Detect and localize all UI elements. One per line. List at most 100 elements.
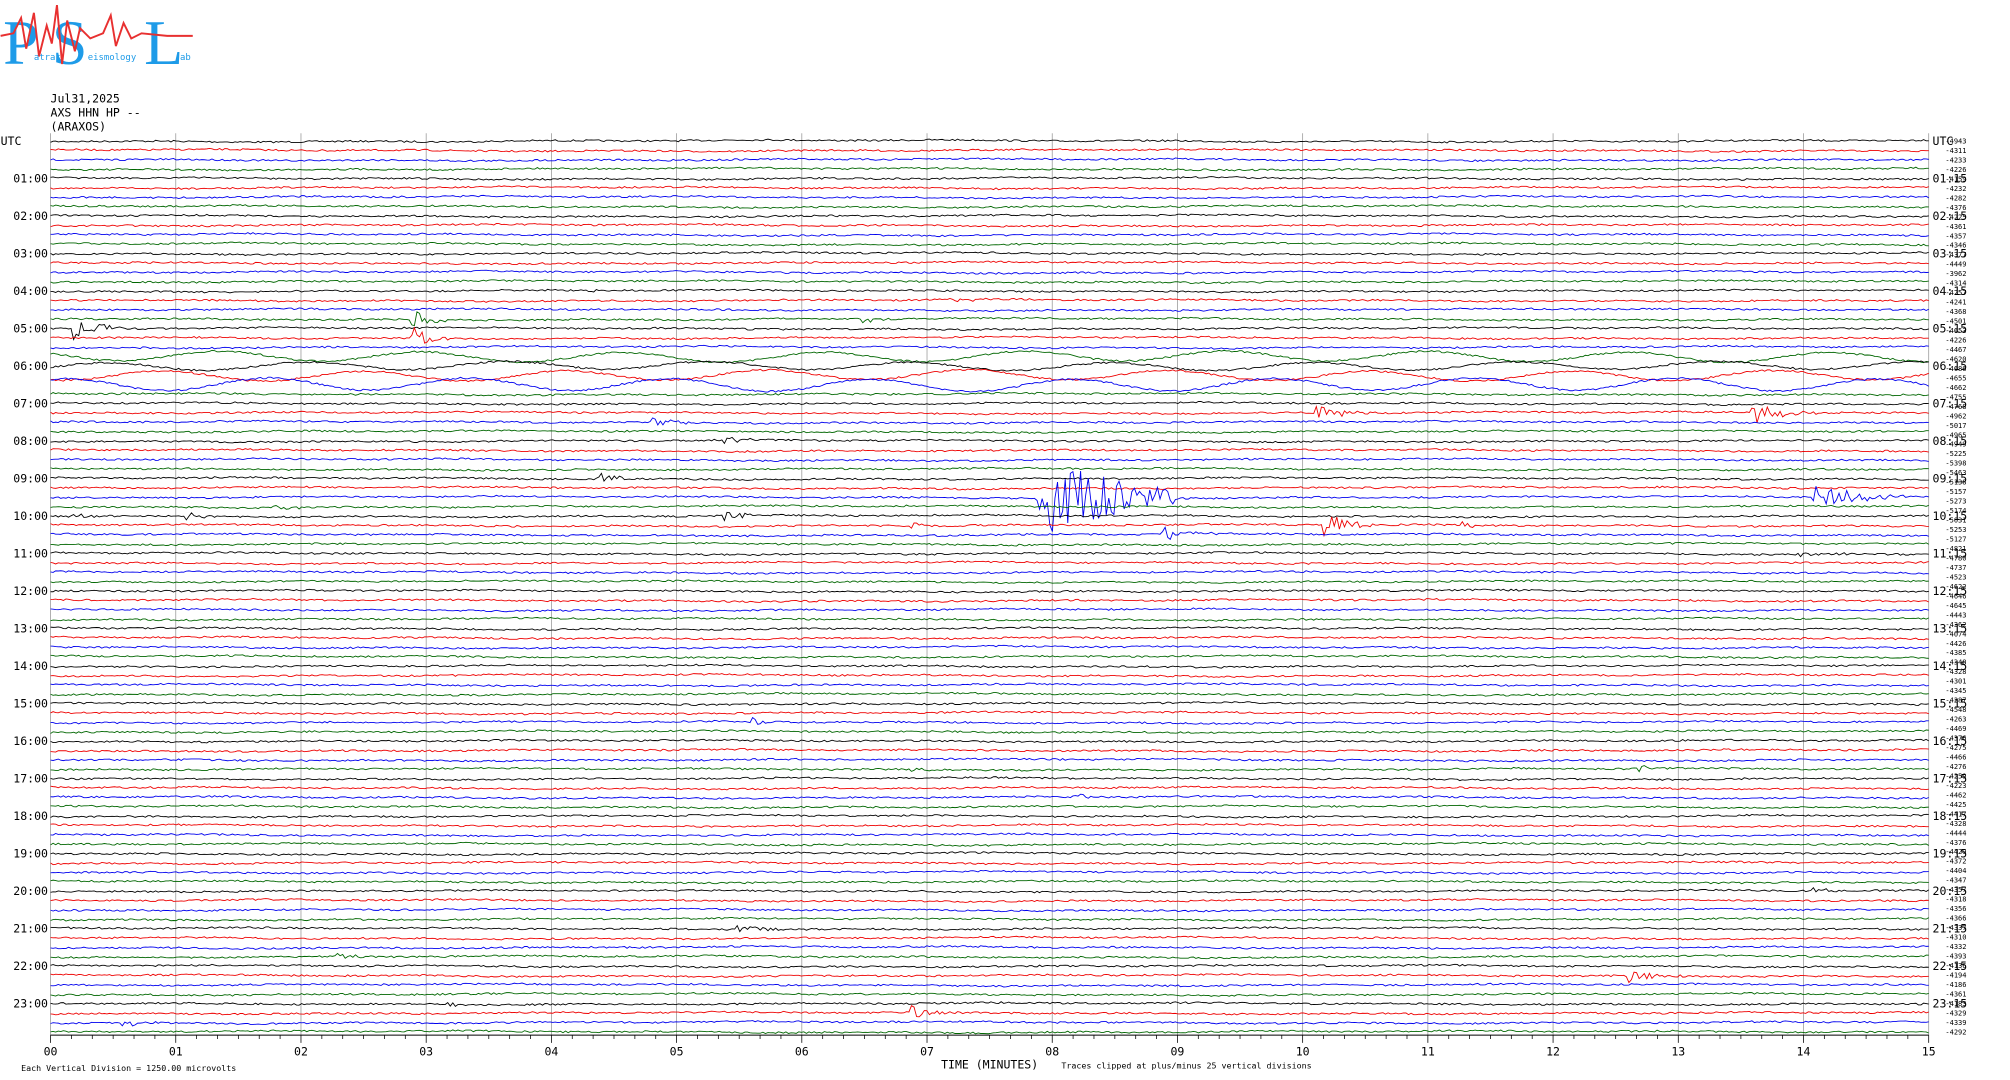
trace — [50, 832, 1929, 838]
trace-offset: -4314 — [1945, 279, 1966, 288]
trace — [50, 391, 1929, 397]
clip-note: Traces clipped at plus/minus 25 vertical… — [1061, 1060, 1311, 1070]
trace-offset: -4376 — [1945, 203, 1966, 212]
trace — [50, 504, 1929, 510]
x-tick-label: 11 — [1421, 1045, 1435, 1059]
hour-label-right: 23:15 — [1933, 997, 1968, 1011]
trace — [50, 879, 1929, 885]
trace-offset: -4233 — [1945, 155, 1966, 164]
hour-label-right: 03:15 — [1933, 246, 1968, 260]
trace — [50, 368, 1929, 383]
trace — [50, 360, 1929, 372]
hour-label: 10:00 — [13, 509, 48, 523]
trace — [50, 626, 1929, 632]
trace-offset: -5273 — [1945, 497, 1966, 506]
trace-offset: -4965 — [1945, 430, 1966, 439]
hour-label: 02:00 — [13, 209, 48, 223]
x-tick-label: 00 — [44, 1045, 58, 1059]
trace-offset: -4276 — [1945, 762, 1966, 771]
trace — [50, 663, 1929, 669]
station: (ARAXOS) — [51, 120, 106, 134]
trace-offset: -4655 — [1945, 373, 1966, 382]
hour-label-right: 16:15 — [1933, 734, 1968, 748]
trace — [50, 376, 1929, 393]
trace-offset: -4949 — [1945, 440, 1966, 449]
hour-label: 03:00 — [13, 246, 48, 260]
hour-label-right: 02:15 — [1933, 209, 1968, 223]
trace — [50, 579, 1929, 585]
trace-offset: -3962 — [1945, 269, 1966, 278]
trace — [50, 472, 1929, 482]
hour-label-right: 20:15 — [1933, 884, 1968, 898]
hour-label: 11:00 — [13, 546, 48, 560]
trace-offset: -4368 — [1945, 307, 1966, 316]
trace-offset: -4074 — [1945, 629, 1966, 638]
x-tick-label: 02 — [294, 1045, 308, 1059]
trace — [50, 307, 1929, 313]
trace — [50, 793, 1929, 800]
hour-label: 07:00 — [13, 396, 48, 410]
trace-offset: -4523 — [1945, 572, 1966, 581]
trace — [50, 776, 1929, 782]
trace-offset: -4232 — [1945, 184, 1966, 193]
hour-label-right: 15:15 — [1933, 696, 1968, 710]
trace — [50, 991, 1929, 997]
trace-offset: -4426 — [1945, 639, 1966, 648]
hour-label-right: 13:15 — [1933, 621, 1968, 635]
hour-label: 09:00 — [13, 471, 48, 485]
trace — [50, 457, 1929, 463]
hour-label-right: 05:15 — [1933, 321, 1968, 335]
x-tick-label: 08 — [1045, 1045, 1059, 1059]
hour-label-right: 12:15 — [1933, 584, 1968, 598]
trace-offset: -4662 — [1945, 383, 1966, 392]
trace-offset: -4646 — [1945, 591, 1966, 600]
hour-label: 22:00 — [13, 959, 48, 973]
trace-offset: -4226 — [1945, 165, 1966, 174]
trace-offset: -4376 — [1945, 734, 1966, 743]
trace-offset: -4462 — [1945, 790, 1966, 799]
trace — [50, 138, 1929, 144]
hour-label: 12:00 — [13, 584, 48, 598]
trace — [50, 757, 1929, 763]
trace — [50, 166, 1929, 172]
trace-offset: -5127 — [1945, 535, 1966, 544]
trace — [50, 297, 1929, 303]
trace-offset: -4318 — [1945, 895, 1966, 904]
trace-offset: -4292 — [1945, 1027, 1966, 1036]
trace-offset: -4385 — [1945, 648, 1966, 657]
trace — [50, 616, 1929, 622]
trace — [50, 157, 1929, 163]
trace-offset: -4346 — [1945, 241, 1966, 250]
trace-offset: -4417 — [1945, 809, 1966, 818]
hour-label: 21:00 — [13, 922, 48, 936]
trace — [50, 176, 1929, 181]
trace-offset: -5225 — [1945, 449, 1966, 458]
trace — [50, 886, 1929, 894]
trace — [50, 279, 1929, 284]
trace-offset: -4357 — [1945, 231, 1966, 240]
trace-offset: -4287 — [1945, 696, 1966, 705]
trace-offset: -4622 — [1945, 582, 1966, 591]
trace — [50, 813, 1929, 819]
x-tick-label: 09 — [1171, 1045, 1185, 1059]
trace-offset: -4449 — [1945, 260, 1966, 269]
trace-offset: -4329 — [1945, 1008, 1966, 1017]
x-tick-label: 04 — [544, 1045, 558, 1059]
x-tick-label: 12 — [1546, 1045, 1560, 1059]
trace — [50, 1020, 1929, 1027]
hour-label-right: 14:15 — [1933, 659, 1968, 673]
trace-offset: -4469 — [1945, 724, 1966, 733]
trace — [50, 982, 1929, 988]
trace — [50, 898, 1929, 903]
trace — [50, 526, 1929, 541]
hour-label-right: 04:15 — [1933, 284, 1968, 298]
trace-offset: -4345 — [1945, 686, 1966, 695]
trace — [50, 869, 1929, 875]
x-tick-label: 07 — [920, 1045, 934, 1059]
hour-label-right: 17:15 — [1933, 771, 1968, 785]
trace-offset: -4737 — [1945, 563, 1966, 572]
x-tick-label: 13 — [1671, 1045, 1685, 1059]
trace-offset: -4443 — [1945, 610, 1966, 619]
trace-offset: -4645 — [1945, 601, 1966, 610]
trace-offset: -4226 — [1945, 335, 1966, 344]
